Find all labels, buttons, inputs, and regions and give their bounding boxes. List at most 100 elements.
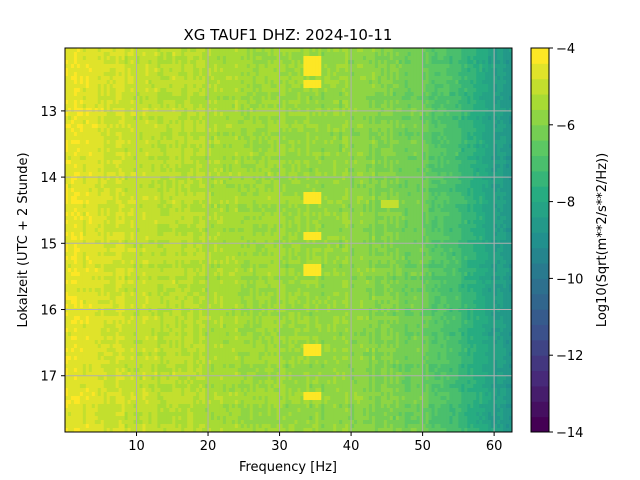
heatmap-cell (193, 116, 197, 121)
heatmap-cell (151, 48, 155, 53)
heatmap-cell (67, 100, 72, 105)
heatmap-cell (377, 140, 382, 145)
heatmap-cell (178, 60, 182, 65)
heatmap-cell (410, 60, 415, 65)
heatmap-cell (306, 144, 310, 149)
heatmap-cell (187, 148, 191, 153)
heatmap-cell (112, 120, 117, 125)
heatmap-cell (172, 148, 176, 153)
heatmap-cell (205, 144, 209, 149)
heatmap-cell (255, 52, 260, 57)
heatmap-cell (315, 136, 319, 141)
heatmap-cell (225, 92, 230, 97)
heatmap-cell (368, 92, 373, 97)
heatmap-cell (485, 152, 489, 157)
heatmap-cell (240, 128, 245, 133)
heatmap-cell (461, 84, 465, 89)
heatmap-cell (193, 144, 197, 149)
heatmap-cell (371, 52, 376, 57)
heatmap-cell (163, 108, 167, 113)
heatmap-cell (225, 60, 230, 65)
heatmap-cell (410, 152, 415, 157)
heatmap-cell (184, 48, 188, 53)
heatmap-cell (333, 52, 337, 57)
heatmap-cell (222, 112, 227, 117)
heatmap-cell (70, 128, 75, 133)
heatmap-cell (395, 84, 400, 89)
heatmap-cell (219, 100, 224, 105)
heatmap-cell (321, 144, 325, 149)
heatmap-cell (222, 56, 227, 61)
heatmap-cell (437, 112, 442, 117)
heatmap-cell (497, 100, 501, 105)
heatmap-cell (127, 148, 132, 153)
heatmap-cell (389, 96, 394, 101)
heatmap-cell (76, 64, 81, 69)
heatmap-cell (431, 104, 436, 109)
heatmap-cell (485, 48, 489, 53)
heatmap-cell (249, 128, 254, 133)
heatmap-cell (365, 56, 370, 61)
heatmap-cell (190, 120, 194, 125)
heatmap-cell (374, 116, 379, 121)
heatmap-cell (115, 140, 120, 145)
heatmap-cell (124, 136, 129, 141)
heatmap-cell (151, 140, 155, 145)
heatmap-cell (97, 152, 102, 157)
heatmap-cell (175, 92, 179, 97)
heatmap-cell (70, 100, 75, 105)
heatmap-cell (371, 92, 376, 97)
heatmap-cell (455, 52, 459, 57)
heatmap-cell (166, 60, 170, 65)
heatmap-cell (133, 112, 138, 117)
heatmap-cell (237, 76, 242, 81)
heatmap-cell (368, 152, 373, 157)
heatmap-cell (219, 88, 224, 93)
heatmap-cell (276, 56, 281, 61)
heatmap-cell (434, 64, 439, 69)
heatmap-cell (339, 140, 343, 145)
heatmap-cell (163, 72, 167, 77)
heatmap-cell (428, 76, 433, 81)
heatmap-cell (106, 152, 111, 157)
heatmap-cell (199, 120, 203, 125)
heatmap-cell (270, 52, 275, 57)
heatmap-cell (94, 120, 99, 125)
heatmap-cell (94, 104, 99, 109)
heatmap-cell (395, 60, 400, 65)
heatmap-cell (470, 76, 474, 81)
heatmap-cell (148, 108, 153, 113)
heatmap-cell (374, 112, 379, 117)
heatmap-cell (70, 160, 75, 165)
heatmap-cell (82, 156, 87, 161)
heatmap-cell (106, 52, 111, 57)
heatmap-cell (306, 104, 310, 109)
heatmap-cell (386, 100, 391, 105)
heatmap-cell (437, 76, 442, 81)
heatmap-cell (285, 48, 290, 53)
heatmap-cell (377, 136, 382, 141)
heatmap-cell (70, 144, 75, 149)
heatmap-cell (76, 100, 81, 105)
heatmap-cell (115, 56, 120, 61)
heatmap-cell (458, 52, 462, 57)
heatmap-cell (336, 124, 340, 129)
heatmap-cell (458, 124, 462, 129)
heatmap-cell (360, 148, 364, 153)
heatmap-cell (109, 100, 114, 105)
heatmap-cell (428, 120, 433, 125)
heatmap-cell (374, 64, 379, 69)
heatmap-cell (94, 96, 99, 101)
heatmap-cell (404, 60, 409, 65)
heatmap-cell (82, 96, 87, 101)
heatmap-cell (494, 156, 498, 161)
heatmap-cell (65, 124, 69, 129)
heatmap-cell (357, 104, 361, 109)
heatmap-cell (300, 120, 304, 125)
heatmap-cell (374, 136, 379, 141)
heatmap-cell (154, 48, 158, 53)
heatmap-cell (404, 104, 409, 109)
heatmap-cell (389, 140, 394, 145)
heatmap-cell (467, 68, 471, 73)
heatmap-cell (494, 152, 498, 157)
